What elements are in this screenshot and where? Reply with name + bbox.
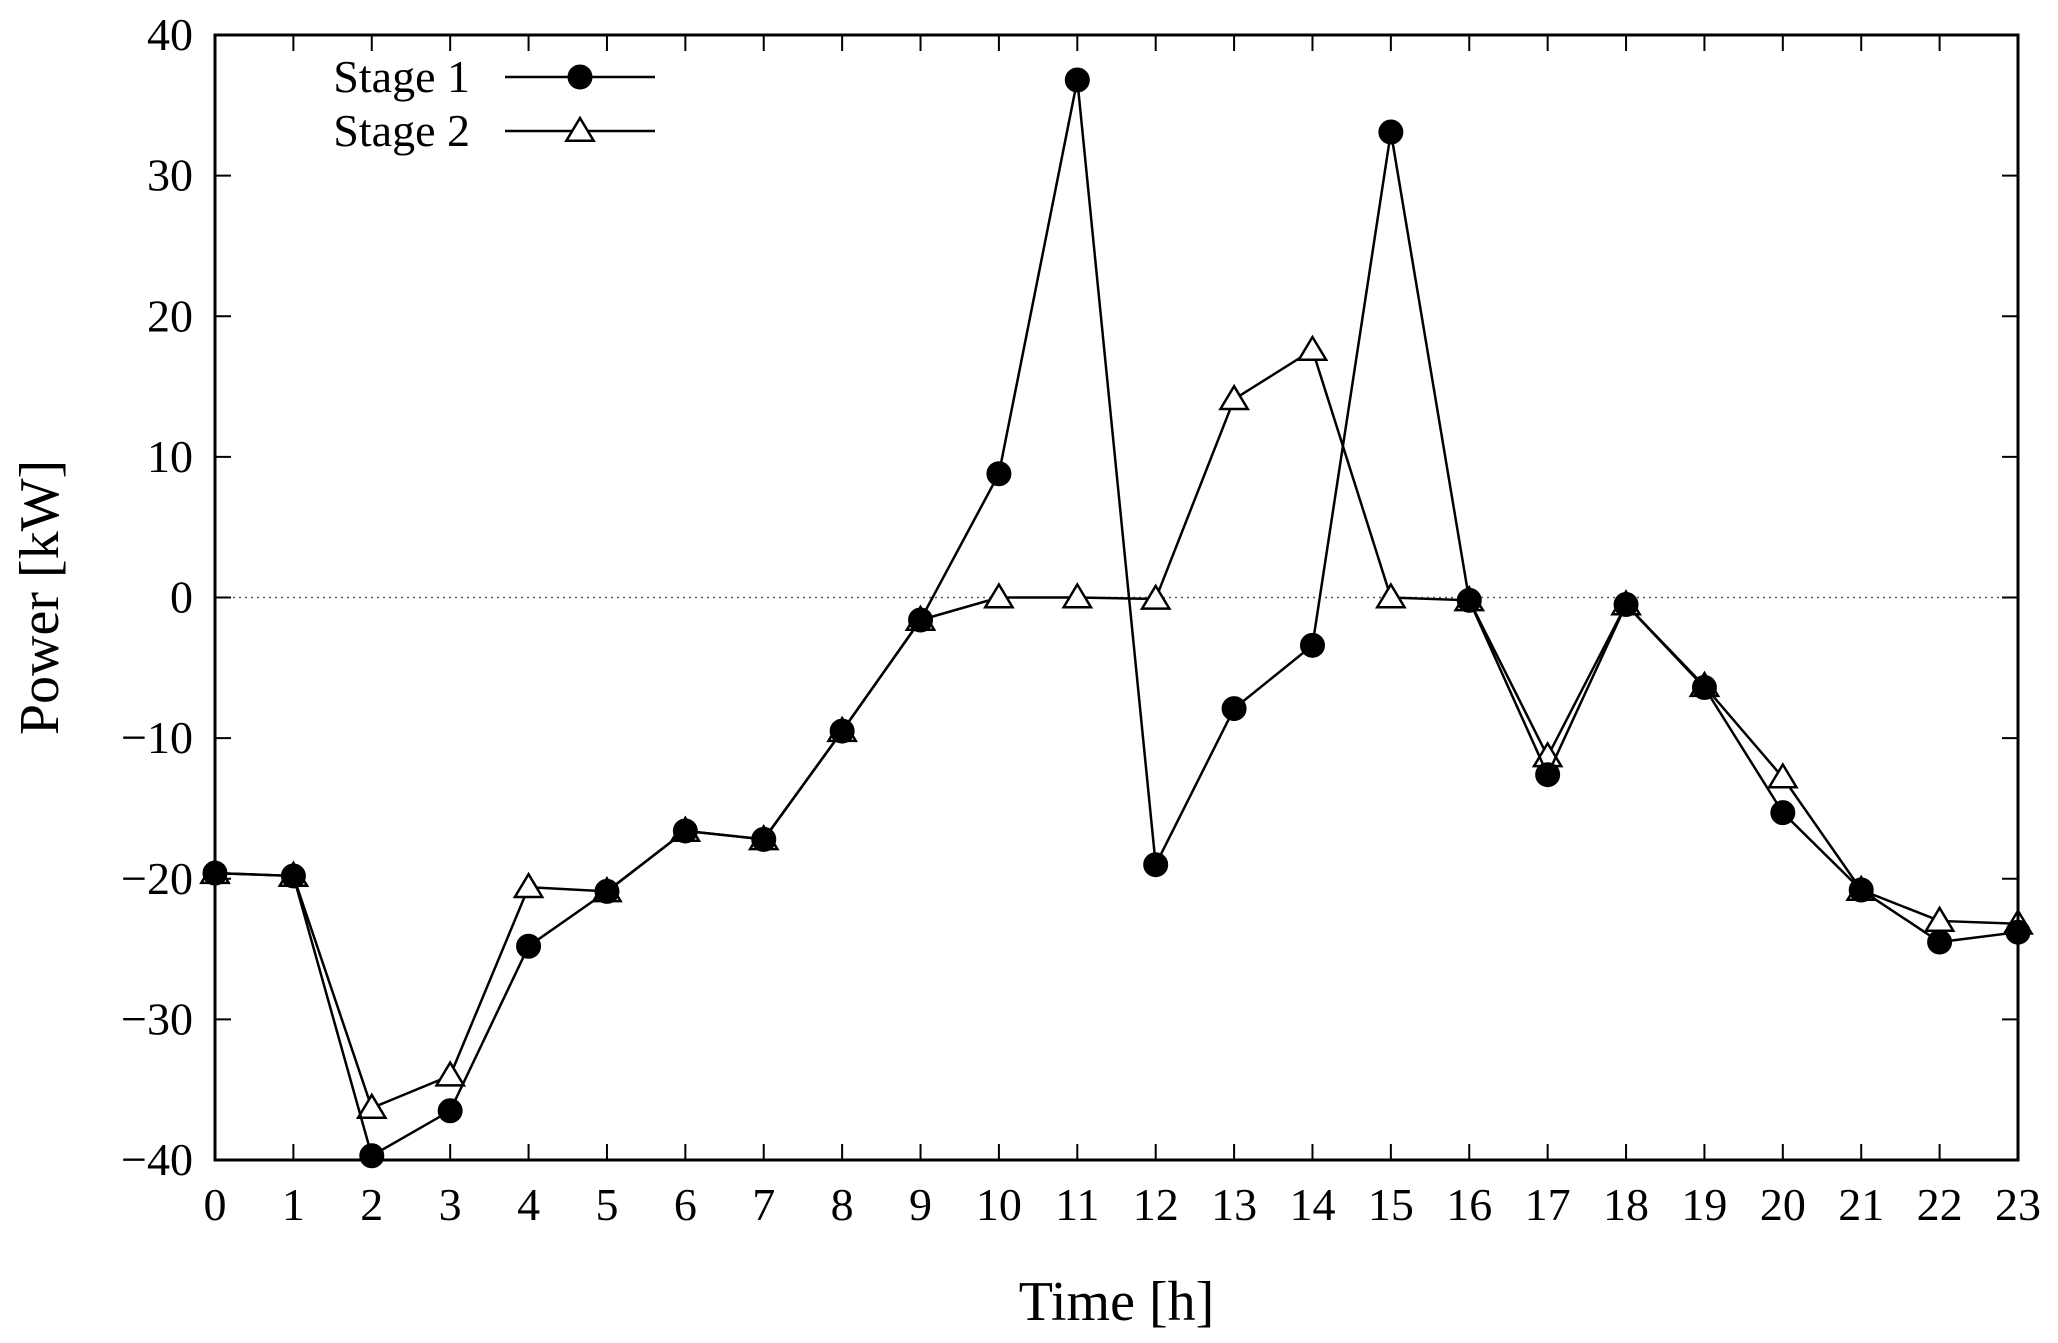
- data-point-stage-1: [1770, 800, 1796, 826]
- data-point-stage-1: [1691, 675, 1717, 700]
- data-point-stage-2: [512, 871, 545, 899]
- data-point-stage-1: [908, 607, 934, 633]
- data-point-stage-1: [829, 718, 855, 744]
- data-point-stage-2: [1766, 762, 1799, 789]
- series-stage-1: [202, 67, 2031, 1169]
- x-tick-label: 7: [752, 1179, 775, 1230]
- data-point-stage-1: [437, 1098, 463, 1124]
- x-tick-label: 5: [595, 1179, 618, 1230]
- series-layer: [199, 67, 2034, 1169]
- x-tick-label: 9: [909, 1179, 932, 1230]
- plot-frame: [213, 33, 2020, 1162]
- data-point-stage-2: [355, 1092, 388, 1119]
- data-point-stage-2: [1375, 582, 1407, 609]
- x-tick-label: 11: [1055, 1179, 1099, 1230]
- y-tick-label: −30: [121, 993, 193, 1044]
- y-tick-label: −40: [121, 1134, 193, 1185]
- x-tick-label: 21: [1838, 1179, 1884, 1230]
- x-tick-label: 10: [976, 1179, 1022, 1230]
- data-point-stage-1: [986, 461, 1012, 487]
- x-tick-label: 13: [1211, 1179, 1257, 1230]
- data-point-stage-2: [434, 1060, 467, 1087]
- data-point-stage-1: [359, 1143, 385, 1169]
- data-point-stage-2: [1139, 583, 1172, 610]
- x-tick-label: 8: [831, 1179, 854, 1230]
- data-point-stage-1: [1456, 587, 1482, 613]
- x-tick-label: 4: [517, 1179, 540, 1230]
- data-point-stage-2: [1218, 383, 1250, 411]
- series-stage-2: [199, 334, 2034, 1119]
- series-line-stage-2: [214, 348, 2019, 1110]
- x-tick-label: 2: [360, 1179, 383, 1230]
- x-tick-labels: 0 1 2 3 4 5 6 7 8 9 10 11 12 13 14 15 16 17 18 19 20 21 22 23: [204, 1179, 2042, 1230]
- legend-label-stage-1: Stage 1: [333, 51, 470, 102]
- data-point-stage-1: [1848, 877, 1874, 903]
- x-tick-label: 19: [1681, 1179, 1727, 1230]
- data-point-stage-1: [1613, 592, 1639, 618]
- x-tick-label: 20: [1760, 1179, 1806, 1230]
- x-tick-label: 14: [1289, 1179, 1335, 1230]
- data-point-stage-1: [280, 863, 306, 889]
- y-tick-label: 30: [147, 150, 193, 201]
- y-tick-label: −20: [121, 853, 193, 904]
- x-tick-label: 18: [1603, 1179, 1649, 1230]
- data-point-stage-1: [516, 933, 542, 959]
- data-point-stage-1: [594, 878, 620, 904]
- data-point-stage-2: [1296, 334, 1329, 361]
- x-tick-label: 1: [282, 1179, 305, 1230]
- x-tick-label: 17: [1525, 1179, 1571, 1230]
- x-tick-label: 16: [1446, 1179, 1492, 1230]
- x-tick-label: 22: [1917, 1179, 1963, 1230]
- data-point-stage-1: [1221, 696, 1247, 722]
- legend-marker-stage-1: [567, 64, 593, 90]
- y-tick-label: −10: [121, 712, 193, 763]
- data-point-stage-1: [751, 826, 777, 852]
- data-point-stage-1: [1143, 852, 1169, 878]
- y-tick-label: 0: [170, 572, 193, 623]
- data-point-stage-1: [1064, 67, 1090, 93]
- legend-label-stage-2: Stage 2: [333, 105, 470, 156]
- data-point-stage-2: [1061, 582, 1094, 609]
- data-point-stage-1: [672, 818, 698, 844]
- data-point-stage-2: [983, 582, 1015, 609]
- x-tick-label: 23: [1995, 1179, 2041, 1230]
- x-axis-title: Time [h]: [1019, 1271, 1215, 1333]
- data-point-stage-1: [1535, 762, 1561, 788]
- y-tick-label: 20: [147, 290, 193, 341]
- x-tick-label: 3: [439, 1179, 462, 1230]
- data-point-stage-1: [1299, 632, 1325, 658]
- data-point-stage-1: [1927, 929, 1953, 955]
- y-tick-label: 10: [147, 431, 193, 482]
- data-point-stage-1: [1378, 119, 1404, 145]
- x-tick-label: 15: [1368, 1179, 1414, 1230]
- y-tick-labels: 40 30 20 10 0 −10 −20 −30 −40: [121, 9, 193, 1185]
- legend-marker-stage-2: [564, 115, 596, 142]
- x-tick-label: 0: [204, 1179, 227, 1230]
- x-tick-label: 6: [674, 1179, 697, 1230]
- x-tick-label: 12: [1133, 1179, 1179, 1230]
- y-axis-title: Power [kW]: [9, 460, 71, 735]
- series-line-stage-1: [214, 79, 2019, 1158]
- data-point-stage-2: [1923, 905, 1956, 932]
- y-tick-label: 40: [147, 9, 193, 60]
